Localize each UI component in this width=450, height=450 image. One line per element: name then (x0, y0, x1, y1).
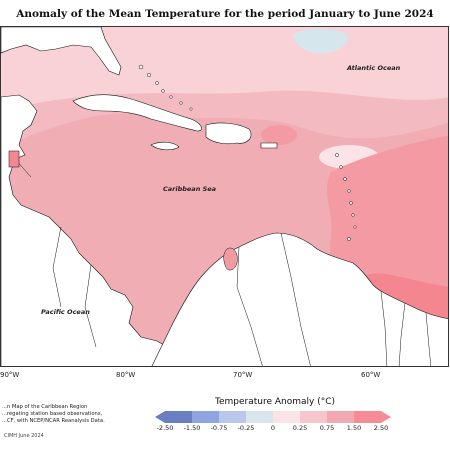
legend-tick-label: 0.25 (292, 424, 308, 432)
legend-tick-label: -0.75 (210, 424, 228, 432)
legend-tick-label: -2.50 (156, 424, 174, 432)
land-puerto-rico (260, 142, 278, 149)
anomaly-field-cool (293, 28, 349, 54)
caption-line-2: ...regating station based observations, (2, 411, 103, 417)
legend-cap-left (155, 411, 165, 423)
legend-title: Temperature Anomaly (°C) (215, 397, 336, 407)
legend-tick-label: -1.50 (183, 424, 201, 432)
anomaly-field-warm-spot (261, 125, 297, 145)
copyright-text: CIMH June 2024 (4, 433, 44, 439)
land-central-america (1, 94, 198, 366)
lon-label-80w: 80°W (116, 371, 136, 379)
legend-tick-label: 2.50 (373, 424, 389, 432)
legend-segment (273, 411, 301, 423)
legend-tick-label: -0.25 (237, 424, 255, 432)
legend-segment (192, 411, 220, 423)
legend-cap-right (381, 411, 391, 423)
anomaly-map: Atlantic Ocean Caribbean Sea Pacific Oce… (0, 26, 449, 367)
legend-tick-label: 0.75 (319, 424, 335, 432)
label-pacific-ocean: Pacific Ocean (41, 308, 90, 316)
legend-segment (300, 411, 328, 423)
legend-tick-label: 1.50 (346, 424, 362, 432)
land-cuba (72, 94, 202, 132)
lake-maracaibo (223, 247, 238, 271)
lon-label-90w: 90°W (0, 371, 20, 379)
label-caribbean-sea: Caribbean Sea (163, 185, 217, 193)
legend-segment (219, 411, 247, 423)
lon-label-60w: 60°W (361, 371, 381, 379)
land-jamaica (150, 141, 180, 151)
land-bahamas (138, 64, 193, 111)
land-hispaniola (205, 122, 252, 145)
land-lesser-antilles (335, 153, 357, 241)
legend-segment (354, 411, 382, 423)
belize-marker (8, 150, 20, 168)
legend-segment (327, 411, 355, 423)
land-north-america (1, 27, 122, 76)
caption-line-3: ...CF, with NCEP/NCAR Reanalysis Data. (2, 418, 105, 424)
legend-tick-label: 0 (270, 424, 276, 432)
legend-segment (165, 411, 193, 423)
map-title: Anomaly of the Mean Temperature for the … (16, 8, 434, 20)
lon-label-70w: 70°W (233, 371, 253, 379)
label-atlantic-ocean: Atlantic Ocean (347, 64, 401, 72)
legend-segment (246, 411, 274, 423)
legend-colorbar (155, 411, 391, 423)
caption-line-1: ...n Map of the Caribbean Region (2, 404, 88, 410)
